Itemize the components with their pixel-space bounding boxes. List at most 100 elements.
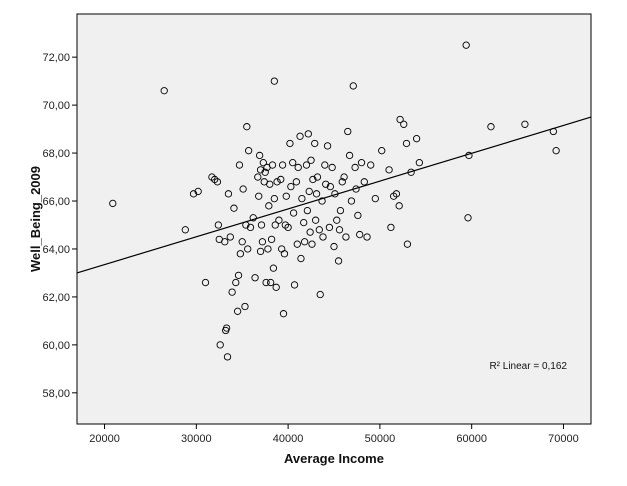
scatter-point bbox=[251, 274, 259, 282]
scatter-point bbox=[213, 178, 222, 186]
x-tick-label: 30000 bbox=[181, 433, 212, 445]
scatter-point bbox=[316, 290, 324, 299]
scatter-point bbox=[269, 264, 278, 272]
scatter-point bbox=[265, 202, 273, 210]
scatter-point bbox=[290, 281, 299, 289]
scatter-point bbox=[347, 197, 356, 205]
scatter-point bbox=[287, 182, 295, 191]
scatter-point bbox=[311, 216, 320, 224]
scatter-point bbox=[160, 87, 168, 95]
scatter-point bbox=[333, 216, 341, 224]
y-axis-ticks: 58,00 60,00 62,00 64,00 66,00 68,00 70,00 72,00 bbox=[42, 52, 77, 400]
scatter-point bbox=[335, 226, 344, 234]
scatter-point bbox=[282, 192, 290, 200]
scatter-point bbox=[279, 310, 288, 318]
scatter-point bbox=[258, 238, 267, 246]
scatter-point bbox=[230, 204, 238, 212]
scatter-point bbox=[297, 254, 305, 263]
x-tick-label: 60000 bbox=[456, 433, 487, 445]
x-axis-ticks: 20000 30000 40000 50000 60000 70000 bbox=[89, 424, 579, 445]
scatter-point bbox=[334, 257, 343, 265]
scatter-point bbox=[181, 226, 189, 234]
scatter-point bbox=[465, 151, 473, 160]
scatter-point bbox=[326, 182, 334, 191]
scatter-point bbox=[289, 209, 298, 217]
scatter-point bbox=[336, 206, 345, 215]
scatter-point bbox=[367, 161, 375, 169]
scatter-point bbox=[268, 161, 277, 169]
scatter-point bbox=[392, 190, 401, 198]
scatter-point bbox=[296, 132, 304, 140]
scatter-point bbox=[242, 221, 250, 229]
scatter-point bbox=[464, 214, 472, 222]
scatter-point bbox=[387, 223, 395, 232]
scatter-point bbox=[224, 190, 233, 198]
y-tick-label: 64,00 bbox=[42, 244, 70, 256]
scatter-point bbox=[303, 206, 312, 215]
r-squared-annotation: R² Linear = 0,162 bbox=[489, 361, 567, 372]
scatter-point bbox=[300, 218, 308, 227]
scatter-point bbox=[349, 82, 357, 90]
scatter-point bbox=[412, 135, 421, 143]
scatter-point bbox=[313, 173, 322, 181]
scatter-point bbox=[319, 233, 327, 241]
scatter-point bbox=[293, 240, 301, 248]
scatter-point bbox=[345, 151, 354, 160]
y-axis-title: Well_Being_2009 bbox=[28, 166, 43, 272]
scatter-point bbox=[234, 271, 243, 279]
scatter-point bbox=[344, 127, 352, 136]
scatter-point bbox=[360, 178, 368, 186]
scatter-point bbox=[304, 130, 312, 138]
scatter-point bbox=[289, 159, 297, 167]
scatter-point bbox=[226, 233, 234, 241]
scatter-point bbox=[216, 341, 224, 349]
scatter-point bbox=[292, 178, 301, 186]
scatter-point bbox=[318, 197, 326, 205]
scatter-point bbox=[309, 175, 317, 184]
scatter-point bbox=[233, 307, 242, 315]
y-tick-label: 58,00 bbox=[42, 388, 70, 400]
scatter-point bbox=[521, 120, 529, 128]
x-tick-label: 40000 bbox=[273, 433, 304, 445]
scatter-point bbox=[407, 168, 415, 176]
scatter-point bbox=[244, 147, 253, 155]
scatter-point bbox=[323, 142, 332, 150]
scatter-point bbox=[280, 250, 289, 258]
scatter-point bbox=[221, 238, 229, 246]
scatter-point bbox=[194, 187, 202, 196]
scatter-point bbox=[214, 221, 223, 229]
y-tick-label: 68,00 bbox=[42, 148, 70, 160]
scatter-point bbox=[321, 161, 329, 169]
scatter-point bbox=[415, 159, 424, 167]
scatter-point bbox=[273, 178, 281, 186]
scatter-point bbox=[396, 115, 404, 124]
scatter-point bbox=[254, 173, 262, 181]
scatter-point bbox=[402, 139, 411, 148]
scatter-point bbox=[351, 163, 359, 172]
x-tick-label: 70000 bbox=[548, 433, 579, 445]
scatter-point bbox=[239, 185, 247, 193]
scatter-point bbox=[256, 166, 265, 174]
scatter-point bbox=[342, 233, 350, 241]
scatter-point bbox=[255, 192, 263, 200]
scatter-point bbox=[487, 123, 495, 131]
scatter-point bbox=[277, 175, 285, 184]
scatter-point bbox=[109, 199, 117, 208]
y-tick-label: 60,00 bbox=[42, 340, 70, 352]
scatter-point bbox=[328, 163, 336, 172]
scatter-point bbox=[262, 278, 270, 287]
scatter-point bbox=[352, 185, 360, 193]
scatter-point bbox=[340, 173, 348, 181]
scatter-point bbox=[243, 123, 251, 131]
scatter-point bbox=[552, 147, 560, 155]
scatter-point bbox=[330, 242, 338, 251]
scatter-point bbox=[189, 190, 198, 198]
y-tick-label: 72,00 bbox=[42, 52, 70, 64]
scatter-point bbox=[222, 324, 231, 332]
scatter-point bbox=[270, 77, 278, 85]
scatter-point bbox=[272, 283, 280, 291]
scatter-point bbox=[223, 353, 232, 361]
scatter-point bbox=[246, 223, 255, 232]
